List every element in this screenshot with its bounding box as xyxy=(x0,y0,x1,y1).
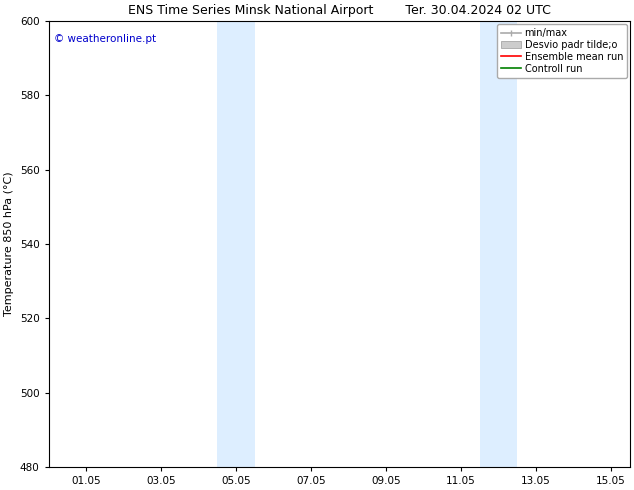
Text: © weatheronline.pt: © weatheronline.pt xyxy=(55,34,157,45)
Bar xyxy=(480,21,517,467)
Title: ENS Time Series Minsk National Airport        Ter. 30.04.2024 02 UTC: ENS Time Series Minsk National Airport T… xyxy=(127,4,550,17)
Y-axis label: Temperature 850 hPa (°C): Temperature 850 hPa (°C) xyxy=(4,172,14,316)
Legend: min/max, Desvio padr tilde;o, Ensemble mean run, Controll run: min/max, Desvio padr tilde;o, Ensemble m… xyxy=(497,24,627,77)
Bar xyxy=(217,21,255,467)
